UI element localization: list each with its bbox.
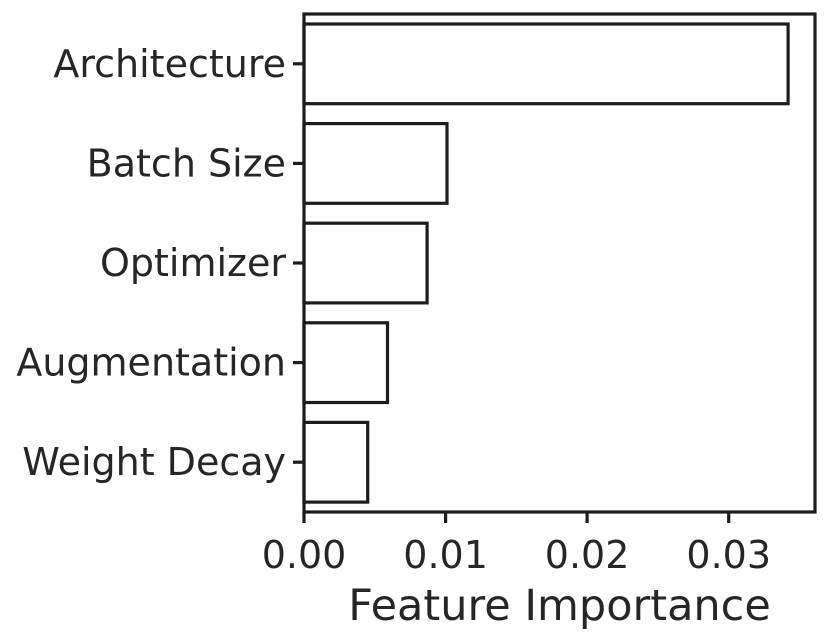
x-tick-label-0.00: 0.00 [262,533,347,577]
bar-optimizer [302,221,429,305]
x-tick-label-0.03: 0.03 [686,533,771,577]
y-tick-label-optimizer: Optimizer [100,241,286,285]
y-tick-label-weight-decay: Weight Decay [22,440,286,484]
y-tick-label-batch-size: Batch Size [87,141,286,185]
x-tick-label-0.01: 0.01 [403,533,488,577]
x-tick-label-0.02: 0.02 [545,533,630,577]
bar-augmentation [302,321,390,405]
y-tick-label-augmentation: Augmentation [16,341,286,385]
y-tick-label-architecture: Architecture [53,42,286,86]
bar-weight-decay [302,420,370,504]
x-axis-label: Feature Importance [348,581,771,631]
bar-architecture [302,22,790,106]
bar-batch-size [302,121,449,205]
